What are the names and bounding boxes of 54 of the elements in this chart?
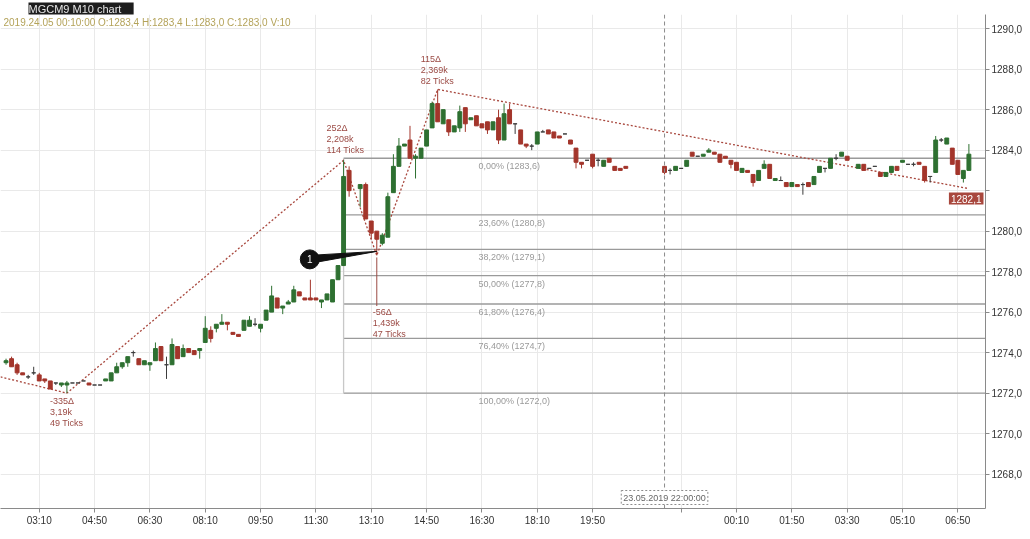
candlestick	[169, 337, 175, 366]
x-tick-label: 06:30	[137, 514, 163, 526]
y-tick-label: 1268,0	[991, 469, 1023, 481]
series-label: 76,40% (1274,7)	[478, 341, 545, 352]
annotation: -335Δ 3,19k 49 Ticks	[49, 396, 84, 429]
x-tick-label: 03:10	[26, 514, 53, 526]
y-tick-label: 1286,0	[991, 104, 1023, 116]
candlestick	[407, 125, 413, 159]
x-tick-label: 16:30	[469, 514, 495, 526]
candlestick	[435, 88, 441, 123]
candlestick	[357, 184, 363, 208]
y-tick-label: 1276,0	[991, 307, 1023, 319]
y-tick-label: 1284,0	[991, 145, 1023, 157]
x-tick-label: 18:10	[524, 514, 551, 526]
x-tick-label: 05:10	[889, 514, 916, 526]
series-label: 50,00% (1277,8)	[478, 278, 545, 289]
annotation: 1	[307, 254, 314, 266]
candlestick	[462, 107, 468, 133]
y-tick-label: 1278,0	[991, 266, 1023, 278]
x-tick-label: 19:50	[580, 514, 606, 526]
x-tick-label: 13:10	[358, 514, 385, 526]
candlestick	[346, 165, 352, 198]
annotation: 115Δ 2,369k 82 Ticks	[420, 54, 455, 87]
candlestick	[507, 103, 513, 125]
data-label: 1282,1	[950, 193, 982, 205]
series-label: 100,00% (1272,0)	[478, 396, 550, 407]
x-tick-label: 08:10	[192, 514, 219, 526]
x-tick-label: 09:50	[248, 514, 274, 526]
candlestick	[153, 341, 158, 362]
ref-line-label: 23.05.2019 22:00:00	[623, 492, 706, 503]
y-tick-label: 1272,0	[991, 388, 1023, 400]
chart-title: MGCM9 M10 chart	[28, 2, 122, 15]
y-tick-label: 1288,0	[991, 64, 1023, 76]
x-tick-label: 03:30	[834, 514, 861, 526]
y-tick-label: 1274,0	[991, 347, 1023, 359]
x-tick-label: 06:50	[945, 514, 971, 526]
candlestick	[496, 109, 501, 145]
y-tick-label: 1270,0	[991, 428, 1023, 440]
x-tick-label: 11:30	[303, 514, 329, 526]
x-tick-label: 14:50	[414, 514, 440, 526]
series-label: 38,20% (1279,1)	[478, 252, 545, 263]
annotation: 252Δ 2,208k 114 Ticks	[326, 123, 365, 156]
y-tick-label: 1280,0	[991, 226, 1023, 238]
annotation: 2019.24.05 00:10:00 O:1283,4 H:1283,4 L:1283,0 C:1283,0 V:10	[3, 16, 292, 28]
x-tick-label: 04:50	[82, 514, 108, 526]
series-label: 0,00% (1283,6)	[478, 161, 540, 172]
x-tick-label: 01:50	[779, 514, 805, 526]
annotation: -56Δ 1,439k 47 Ticks	[372, 307, 407, 340]
candlestick	[202, 315, 208, 343]
series-label: 61,80% (1276,4)	[478, 307, 545, 318]
y-tick-label: 1290,0	[991, 23, 1023, 35]
series-label: 23,60% (1280,8)	[478, 217, 545, 228]
x-tick-label: 00:10	[723, 514, 750, 526]
candlestick	[3, 358, 9, 366]
